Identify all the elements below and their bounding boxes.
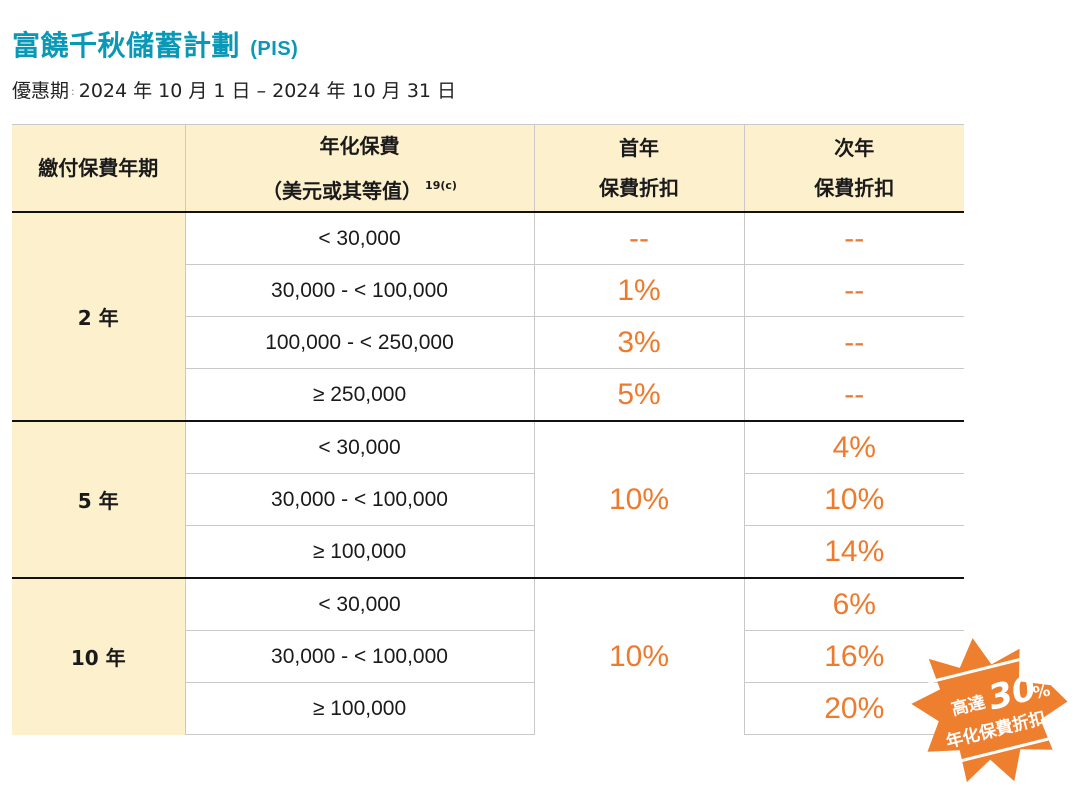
badge-top-rule (928, 653, 1040, 684)
premium-cell: 30,000 - < 100,000 (184, 473, 534, 526)
second-year-discount: -- (743, 264, 964, 317)
plan-code: (PIS) (250, 38, 299, 60)
second-year-discount: 10% (743, 473, 964, 526)
premium-cell: 30,000 - < 100,000 (184, 264, 534, 317)
second-year-discount: -- (743, 211, 964, 265)
second-year-discount: -- (743, 316, 964, 369)
table-row: 30,000 - < 100,000 16% (12, 630, 964, 683)
second-year-discount: 20% (743, 682, 964, 735)
term-cell: 5 年 (12, 420, 185, 578)
plan-name: 富饒千秋儲蓄計劃 (12, 29, 241, 62)
page-title: 富饒千秋儲蓄計劃 (PIS) (12, 24, 298, 64)
offer-period: 優惠期:2024 年 10 月 1 日 – 2024 年 10 月 31 日 (12, 76, 456, 103)
period-label: 優惠期 (12, 80, 70, 102)
second-year-discount: -- (743, 368, 964, 421)
table-row: ≥ 100,000 20% (12, 682, 964, 735)
badge-bottom-rule (948, 734, 1060, 766)
first-year-discount: 10% (533, 577, 744, 735)
first-year-discount: -- (533, 211, 744, 265)
header-term: 繳付保費年期 (12, 124, 185, 213)
table-row: 30,000 - < 100,000 1% -- (12, 264, 964, 317)
badge-unit: % (1031, 680, 1052, 704)
premium-cell: 100,000 - < 250,000 (184, 316, 534, 369)
header-first-year: 首年 保費折扣 (533, 124, 744, 213)
period-value: 2024 年 10 月 1 日 – 2024 年 10 月 31 日 (78, 80, 457, 102)
first-year-discount: 1% (533, 264, 744, 317)
table-header-row: 繳付保費年期 年化保費 （美元或其等值） 19(c) 首年 保費折扣 次年 保費折… (12, 124, 964, 213)
premium-cell: 30,000 - < 100,000 (184, 630, 534, 683)
premium-cell: < 30,000 (184, 211, 534, 265)
table-row: 100,000 - < 250,000 3% -- (12, 316, 964, 369)
term-cell: 2 年 (12, 211, 185, 421)
discount-table: 繳付保費年期 年化保費 （美元或其等值） 19(c) 首年 保費折扣 次年 保費折… (12, 124, 964, 735)
table-row: 2 年 < 30,000 -- -- (12, 211, 964, 421)
table-row: ≥ 100,000 14% (12, 525, 964, 578)
footnote-ref: 19(c) (425, 178, 457, 192)
table-row: 5 年 < 30,000 10% 4% (12, 420, 964, 578)
first-year-discount: 3% (533, 316, 744, 369)
header-second-year: 次年 保費折扣 (743, 124, 964, 213)
second-year-discount: 14% (743, 525, 964, 578)
premium-cell: ≥ 100,000 (184, 682, 534, 735)
premium-cell: ≥ 250,000 (184, 368, 534, 421)
header-premium-line1: 年化保費 (319, 133, 400, 158)
table-row: 10 年 < 30,000 10% 6% (12, 577, 964, 735)
second-year-discount: 4% (743, 420, 964, 474)
discount-starburst-badge: 高達 30 % 年化保費折扣 (911, 638, 1068, 783)
premium-cell: < 30,000 (184, 577, 534, 631)
header-premium: 年化保費 （美元或其等值） 19(c) (184, 124, 534, 213)
second-year-discount: 6% (743, 577, 964, 631)
table-row: 30,000 - < 100,000 10% (12, 473, 964, 526)
starburst-shape (911, 638, 1068, 783)
term-cell: 10 年 (12, 577, 185, 735)
premium-cell: < 30,000 (184, 420, 534, 474)
table-row: ≥ 250,000 5% -- (12, 368, 964, 421)
first-year-discount: 5% (533, 368, 744, 421)
premium-cell: ≥ 100,000 (184, 525, 534, 578)
second-year-discount: 16% (743, 630, 964, 683)
header-premium-line2: （美元或其等值） 19(c) (262, 178, 457, 203)
period-colon: : (71, 85, 75, 98)
first-year-discount: 10% (533, 420, 744, 578)
